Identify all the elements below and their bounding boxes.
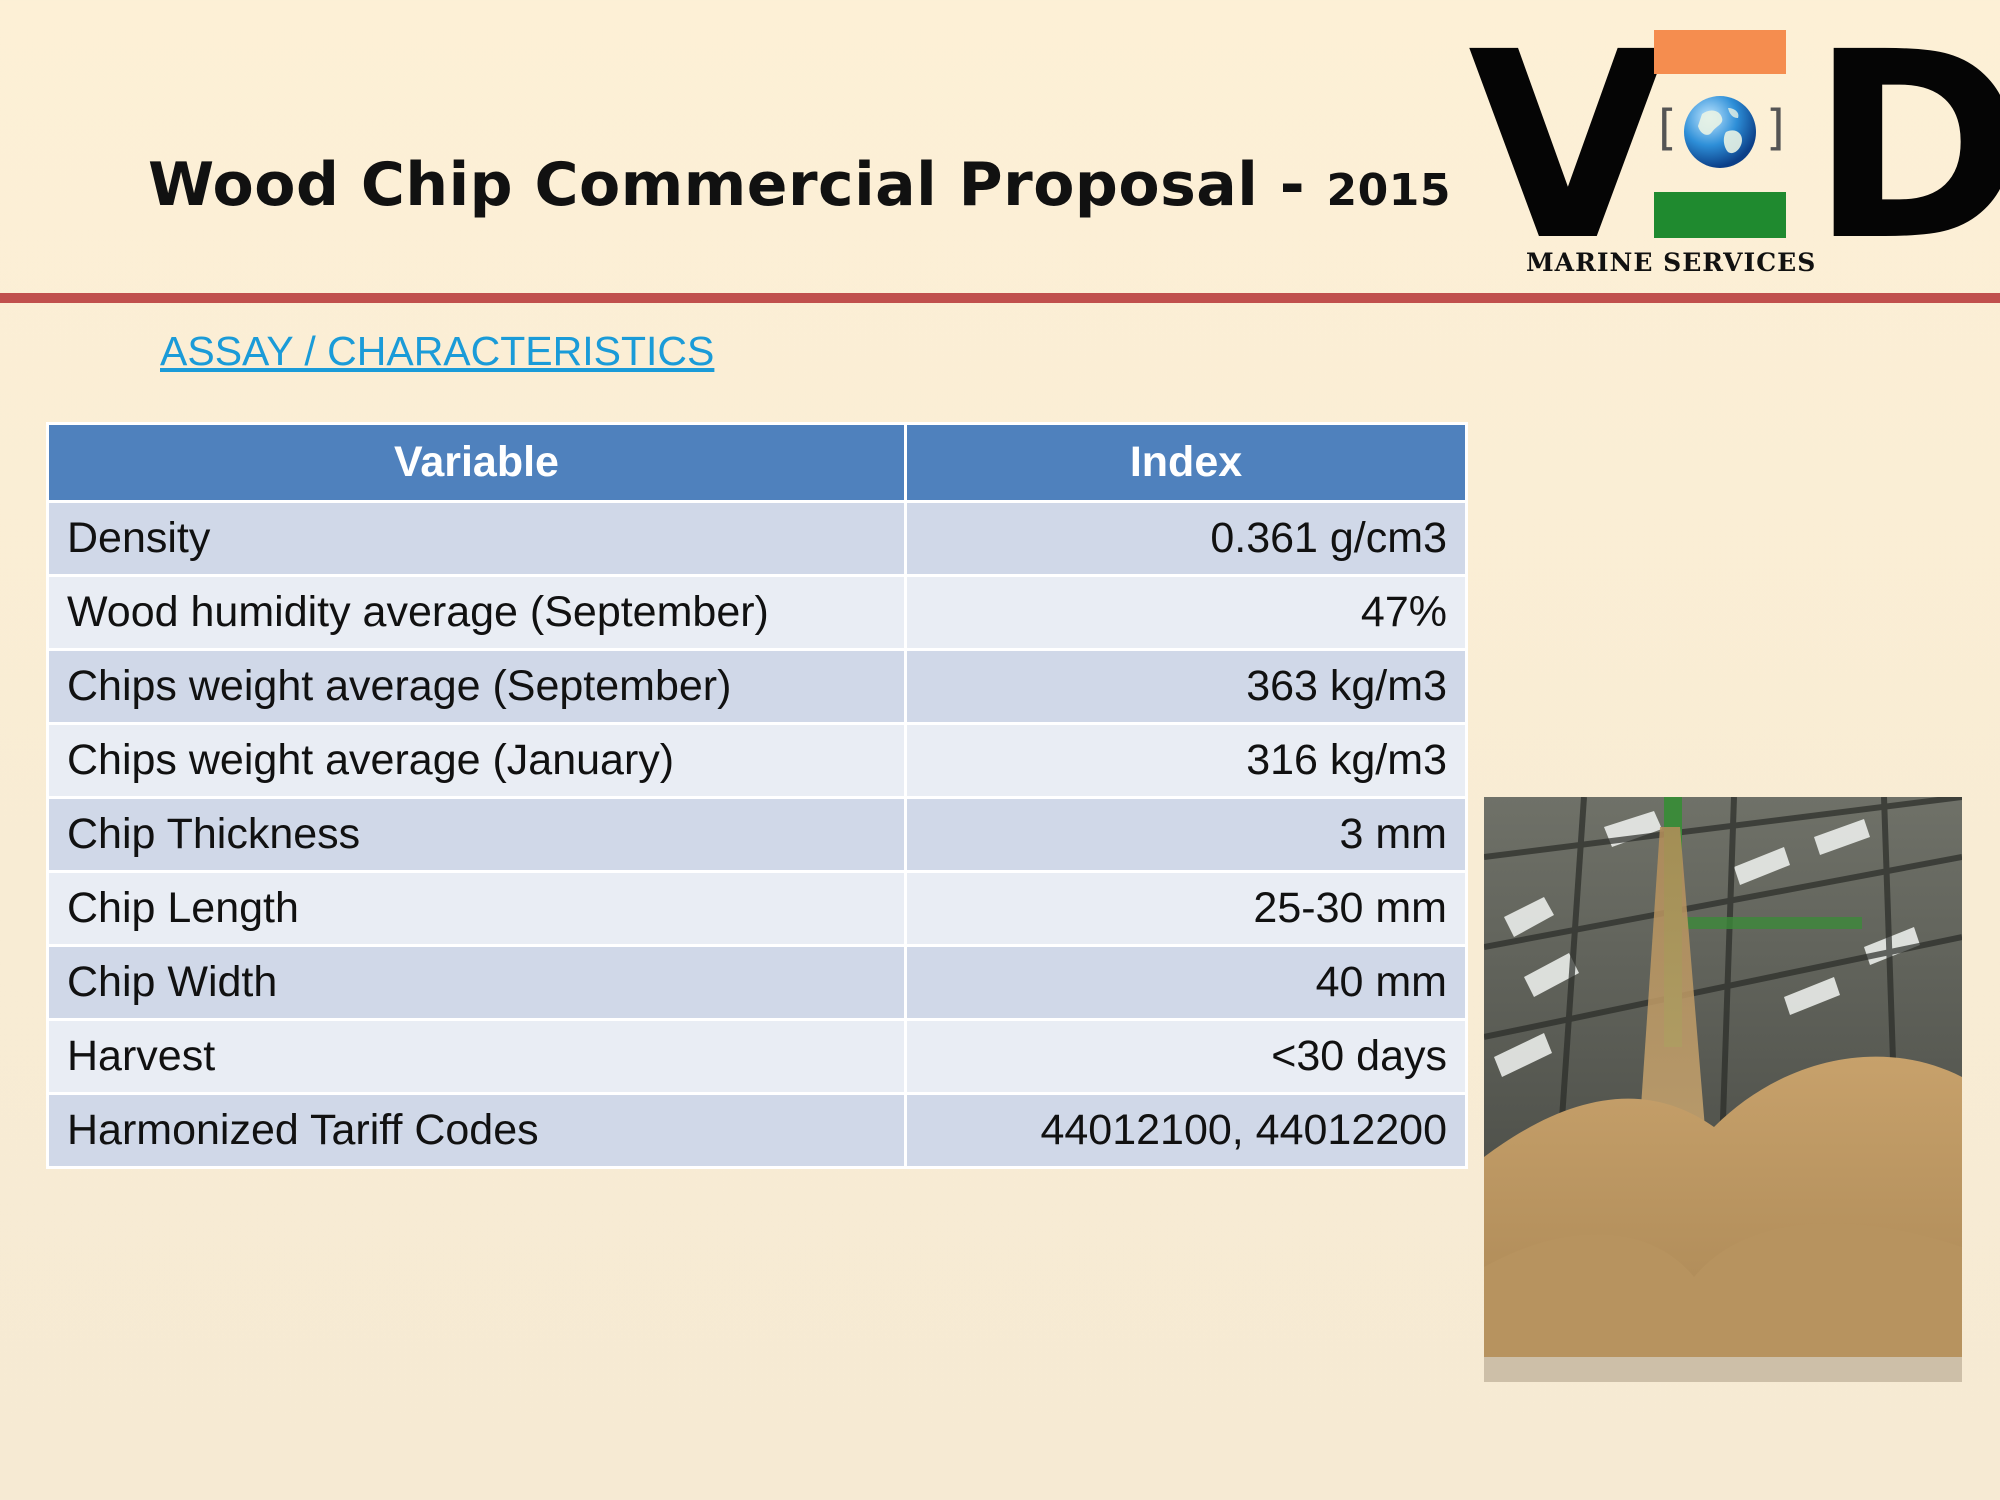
cell-index: 44012100, 44012200 <box>904 1092 1468 1169</box>
page-title-year: 2015 <box>1326 165 1451 216</box>
header-divider <box>0 293 2000 303</box>
logo-bracket-left: [ <box>1658 100 1677 156</box>
table-row: Harmonized Tariff Codes 44012100, 440122… <box>46 1092 1468 1169</box>
cell-index: <30 days <box>904 1018 1468 1095</box>
cell-index: 316 kg/m3 <box>904 722 1468 799</box>
company-logo: V [ ] D MARINE SERVICES <box>1468 18 2000 286</box>
table-row: Wood humidity average (September) 47% <box>46 574 1468 651</box>
table-row: Density 0.361 g/cm3 <box>46 500 1468 577</box>
assay-table: Variable Index Density 0.361 g/cm3 Wood … <box>46 422 1468 1169</box>
globe-icon <box>1684 96 1756 168</box>
cell-index: 0.361 g/cm3 <box>904 500 1468 577</box>
cell-index: 3 mm <box>904 796 1468 873</box>
logo-letter-d: D <box>1810 0 2000 297</box>
table-row: Harvest <30 days <box>46 1018 1468 1095</box>
cell-variable: Chip Length <box>46 870 907 947</box>
cell-index: 363 kg/m3 <box>904 648 1468 725</box>
logo-tagline: MARINE SERVICES <box>1526 248 1817 277</box>
cell-index: 40 mm <box>904 944 1468 1021</box>
page-title: Wood Chip Commercial Proposal - 2015 <box>148 150 1451 220</box>
cell-index: 47% <box>904 574 1468 651</box>
cell-variable: Chip Thickness <box>46 796 907 873</box>
logo-bracket-right: ] <box>1766 100 1785 156</box>
cell-index: 25-30 mm <box>904 870 1468 947</box>
logo-letter-v: V <box>1468 0 1668 297</box>
cell-variable: Density <box>46 500 907 577</box>
cell-variable: Wood humidity average (September) <box>46 574 907 651</box>
cell-variable: Harvest <box>46 1018 907 1095</box>
section-heading[interactable]: ASSAY / CHARACTERISTICS <box>160 328 715 374</box>
cell-variable: Chips weight average (January) <box>46 722 907 799</box>
table-row: Chips weight average (January) 316 kg/m3 <box>46 722 1468 799</box>
header-variable: Variable <box>46 422 907 503</box>
page-title-text: Wood Chip Commercial Proposal - <box>148 150 1306 220</box>
wood-chip-pile-image <box>1484 797 1962 1382</box>
table-row: Chip Width 40 mm <box>46 944 1468 1021</box>
table-header-row: Variable Index <box>46 422 1468 503</box>
wood-chip-pile-illustration <box>1484 797 1962 1382</box>
cell-variable: Harmonized Tariff Codes <box>46 1092 907 1169</box>
logo-green-bar <box>1654 192 1786 238</box>
cell-variable: Chips weight average (September) <box>46 648 907 725</box>
table-row: Chip Thickness 3 mm <box>46 796 1468 873</box>
logo-orange-bar <box>1654 30 1786 74</box>
header-index: Index <box>904 422 1468 503</box>
table-row: Chips weight average (September) 363 kg/… <box>46 648 1468 725</box>
table-row: Chip Length 25-30 mm <box>46 870 1468 947</box>
logo-globe: [ ] <box>1652 92 1788 172</box>
cell-variable: Chip Width <box>46 944 907 1021</box>
